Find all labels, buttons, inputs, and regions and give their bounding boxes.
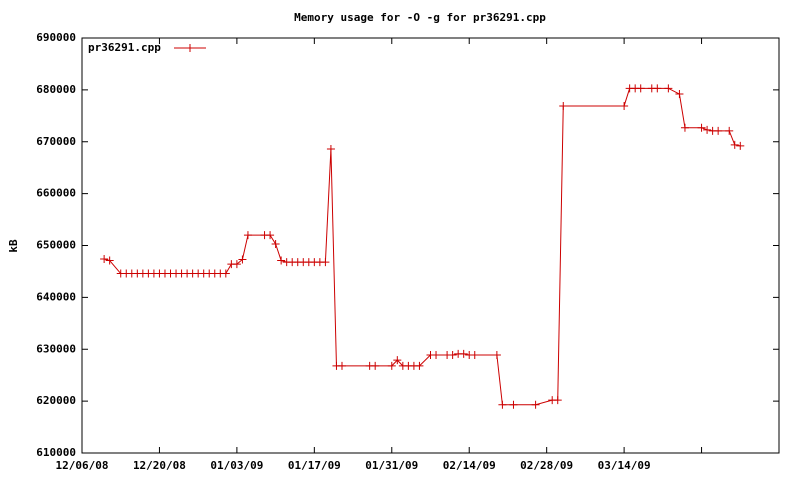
point-marker: [636, 84, 645, 93]
legend-marker: [186, 44, 194, 52]
point-marker: [498, 400, 507, 409]
x-tick-label: 02/28/09: [520, 459, 573, 472]
x-tick-label: 03/14/09: [598, 459, 651, 472]
point-marker: [459, 349, 468, 358]
point-marker: [321, 258, 330, 267]
x-tick-label: 12/06/08: [56, 459, 109, 472]
point-marker: [531, 400, 540, 409]
chart-title: Memory usage for -O -g for pr36291.cpp: [294, 11, 546, 24]
legend-label: pr36291.cpp: [88, 41, 161, 54]
y-tick-label: 630000: [36, 342, 76, 355]
point-marker: [326, 145, 335, 154]
point-marker: [415, 361, 424, 370]
point-marker: [620, 101, 629, 110]
point-marker: [680, 123, 689, 132]
point-marker: [559, 101, 568, 110]
x-tick-label: 01/03/09: [210, 459, 263, 472]
point-marker: [492, 350, 501, 359]
point-marker: [371, 361, 380, 370]
point-marker: [232, 260, 241, 269]
point-marker: [725, 126, 734, 135]
point-marker: [105, 256, 114, 265]
point-marker: [448, 350, 457, 359]
point-marker: [470, 350, 479, 359]
point-marker: [271, 239, 280, 248]
point-marker: [714, 126, 723, 135]
point-marker: [238, 255, 247, 264]
point-marker: [509, 400, 518, 409]
x-tick-label: 01/17/09: [288, 459, 341, 472]
point-marker: [387, 361, 396, 370]
point-marker: [277, 256, 286, 265]
y-tick-label: 640000: [36, 290, 76, 303]
point-marker: [432, 350, 441, 359]
y-tick-label: 680000: [36, 83, 76, 96]
x-tick-label: 02/14/09: [443, 459, 496, 472]
point-marker: [664, 84, 673, 93]
point-marker: [703, 125, 712, 134]
point-marker: [736, 141, 745, 150]
y-tick-label: 620000: [36, 394, 76, 407]
point-marker: [697, 123, 706, 132]
y-axis-label: kB: [7, 239, 20, 253]
point-marker: [100, 254, 109, 263]
point-marker: [243, 231, 252, 240]
point-marker: [653, 84, 662, 93]
point-marker: [553, 396, 562, 405]
point-marker: [221, 269, 230, 278]
y-tick-label: 670000: [36, 135, 76, 148]
point-marker: [730, 140, 739, 149]
x-tick-label: 12/20/08: [133, 459, 186, 472]
point-marker: [266, 231, 275, 240]
y-tick-label: 690000: [36, 31, 76, 44]
point-marker: [337, 361, 346, 370]
point-marker: [675, 90, 684, 99]
y-tick-label: 660000: [36, 187, 76, 200]
x-tick-label: 01/31/09: [365, 459, 418, 472]
point-marker: [393, 356, 402, 365]
y-tick-label: 650000: [36, 239, 76, 252]
y-tick-label: 610000: [36, 446, 76, 459]
